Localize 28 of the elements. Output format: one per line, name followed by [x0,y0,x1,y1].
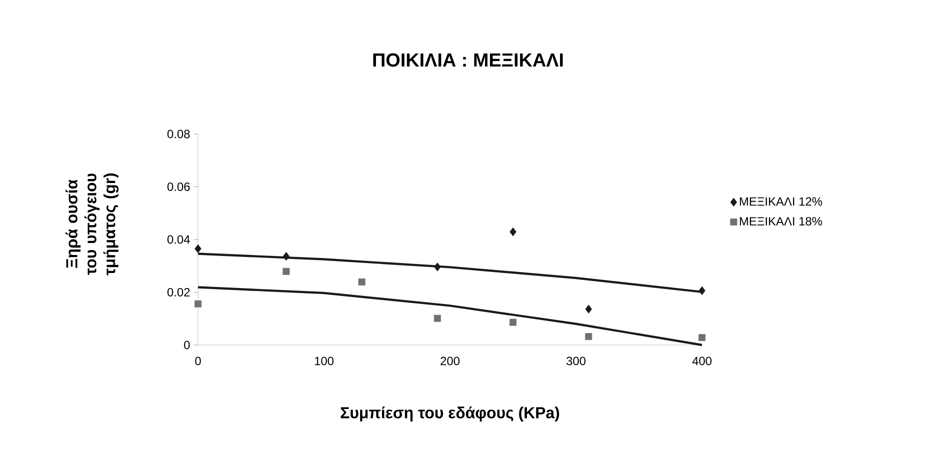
point [194,300,202,308]
x-axis-title: Συμπίεση του εδάφους (KPa) [340,406,560,422]
x-tick-label: 100 [314,356,334,366]
point [698,286,706,296]
y-axis-title: Ξηρά ουσία του υπόγειου τμήματος (gr) [66,173,118,276]
y-tick-label: 0.04 [167,235,190,244]
x-tick-label: 0 [195,356,201,366]
legend-label: ΜΕΞΙΚΑΛΙ 12% [740,197,822,206]
point [698,334,706,342]
y-tick-label: 0.02 [167,288,190,296]
y-tick-label: 0.06 [167,182,190,191]
point [434,262,441,272]
point [282,268,290,275]
x-tick-label: 400 [692,356,712,366]
point [585,304,592,314]
chart-title: ΠΟΙΚΙΛΙΑ : ΜΕΞΙΚΑΛΙ [373,53,563,67]
point [434,314,441,322]
x-tick-label: 300 [566,356,586,366]
y-tick-label: 0 [184,340,190,350]
point [358,278,366,286]
x-tick-label: 200 [440,356,460,366]
point [510,318,516,326]
point [282,252,290,261]
y-tick-label: 0.08 [167,130,190,138]
legend-label: ΜΕΞΙΚΑΛΙ 18% [740,217,822,226]
point [510,227,516,236]
point [585,333,592,340]
point [194,244,202,254]
